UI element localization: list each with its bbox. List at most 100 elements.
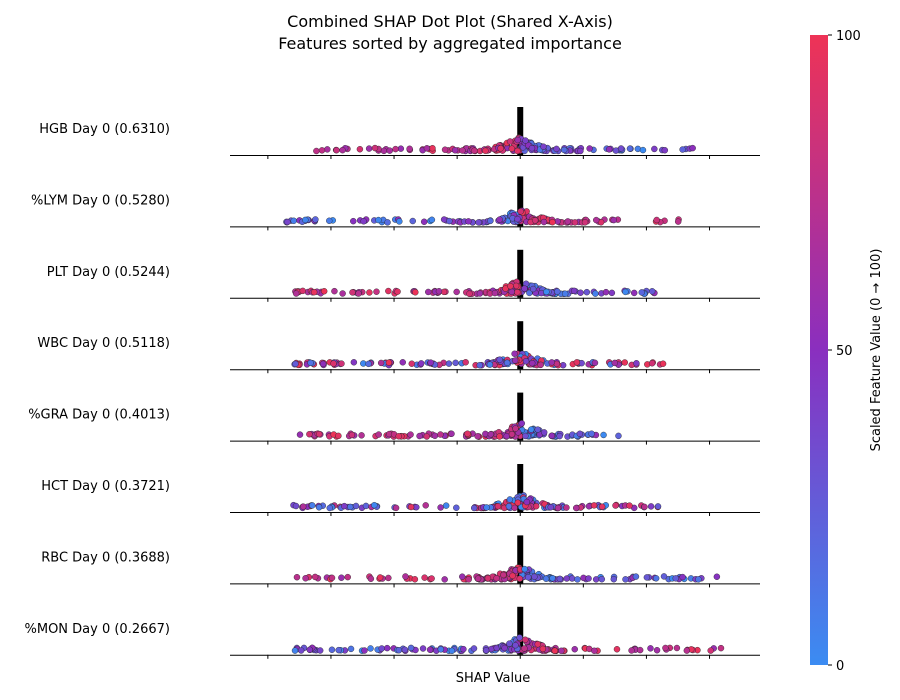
shap-dot (653, 647, 661, 654)
shap-dot (511, 357, 519, 364)
shap-dot (350, 217, 357, 225)
shap-dot (426, 646, 434, 653)
shap-dot (313, 147, 320, 155)
shap-dot (509, 572, 516, 579)
shap-dot (306, 646, 313, 653)
shap-dot (487, 431, 495, 438)
shap-dot (521, 565, 528, 573)
colorbar-tick-label: 0 (836, 659, 844, 674)
shap-dot (470, 645, 478, 652)
shap-dot (331, 287, 338, 295)
shap-dot (412, 289, 419, 296)
shap-dot (465, 218, 472, 225)
shap-dot (496, 433, 503, 440)
shap-dot (302, 575, 309, 582)
feature-label: PLT Day 0 (0.5244) (47, 265, 170, 280)
shap-dot (707, 647, 714, 654)
shap-dot (534, 641, 541, 648)
shap-dot (292, 502, 300, 510)
shap-dot (612, 502, 619, 509)
shap-dot (348, 431, 356, 439)
shap-dot (558, 647, 565, 654)
shap-dot (293, 574, 301, 581)
shap-dot (371, 144, 379, 152)
shap-dot (482, 430, 489, 438)
shap-dot (360, 218, 367, 225)
shap-dot (505, 503, 513, 510)
feature-label: %LYM Day 0 (0.5280) (31, 193, 170, 208)
shap-dot (437, 504, 444, 511)
shap-dot (493, 574, 500, 582)
shap-dot (717, 644, 725, 652)
shap-dot (577, 147, 584, 155)
shap-dot (292, 360, 299, 368)
shap-dot (309, 502, 316, 509)
shap-dot (506, 640, 513, 647)
shap-dot (576, 430, 584, 437)
shap-dot (316, 647, 324, 654)
shap-dot (360, 360, 367, 367)
shap-dot (425, 288, 432, 296)
shap-dot (411, 576, 419, 583)
shap-dot (514, 499, 522, 506)
shap-dot (290, 217, 297, 224)
shap-dot (573, 504, 580, 512)
shap-dot (307, 359, 314, 367)
shap-dot (592, 576, 600, 583)
shap-dot (632, 573, 640, 580)
shap-dot (512, 642, 519, 649)
shap-dot (378, 645, 385, 652)
shap-dot (534, 426, 541, 433)
shap-dot (554, 504, 562, 512)
shap-dot (406, 145, 413, 153)
zero-spike (517, 464, 524, 512)
shap-dot (347, 503, 354, 511)
shap-dot (556, 432, 563, 440)
shap-dot (419, 645, 427, 652)
shap-dot (531, 217, 539, 224)
shap-dot (373, 288, 380, 295)
shap-dot (548, 432, 556, 439)
shap-dot (506, 138, 514, 145)
shap-dot (423, 433, 430, 440)
shap-dot (471, 147, 478, 154)
shap-dot (514, 289, 521, 296)
shap-dot (292, 290, 300, 297)
shap-dot (284, 218, 291, 226)
shap-dot (507, 282, 514, 290)
shap-dot (713, 573, 721, 580)
shap-dot (659, 360, 667, 367)
feature-panel: %GRA Day 0 (0.4013) (28, 392, 760, 445)
shap-dot (528, 145, 536, 152)
shap-dot (610, 216, 617, 224)
shap-dot (394, 288, 401, 295)
shap-dot (585, 575, 592, 582)
shap-dot (501, 644, 508, 652)
colorbar-label: Scaled Feature Value (0 → 100) (869, 249, 884, 452)
shap-dot (516, 575, 523, 582)
zero-spike (517, 249, 524, 298)
shap-dot (428, 575, 435, 582)
shap-dot (395, 647, 403, 654)
zero-spike (517, 321, 524, 370)
shap-dot (648, 288, 656, 295)
shap-dot (647, 645, 654, 652)
shap-dot (537, 361, 544, 369)
shap-dot (448, 647, 456, 654)
shap-dot (385, 574, 392, 582)
shap-dot (598, 576, 606, 583)
shap-dot (459, 573, 466, 580)
shap-dot (407, 431, 414, 438)
shap-dot (366, 289, 373, 296)
shap-dot (540, 143, 547, 150)
colorbar: 0 50 100 Scaled Feature Value (0 → 100) (810, 29, 884, 674)
shap-dot (465, 576, 472, 583)
feature-label: HCT Day 0 (0.3721) (41, 479, 170, 494)
shap-dot (613, 646, 621, 653)
shap-dot (586, 145, 593, 152)
shap-dot (527, 426, 535, 433)
shap-dot (409, 217, 416, 225)
shap-dot (571, 646, 578, 653)
shap-dot (335, 432, 342, 440)
shap-dot (610, 576, 617, 583)
